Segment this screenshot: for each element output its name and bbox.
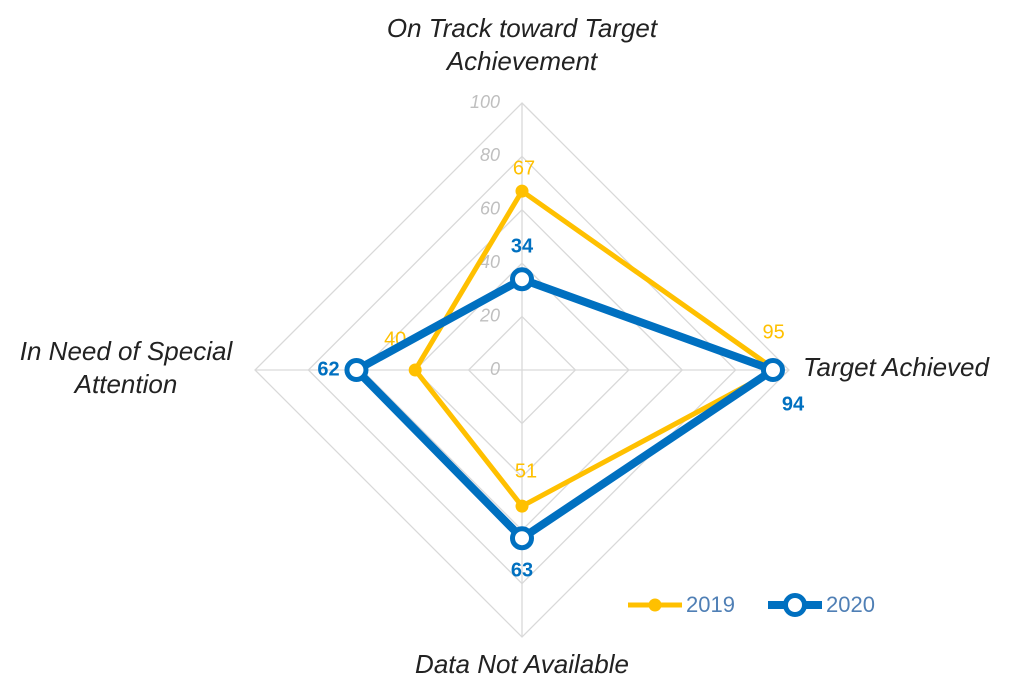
- marker: [510, 526, 534, 551]
- legend-marker: [783, 593, 807, 617]
- category-label: On Track toward Target Achievement: [386, 13, 658, 76]
- category-label: In Need of Special Attention: [19, 336, 233, 399]
- marker: [515, 499, 529, 513]
- marker: [510, 267, 534, 292]
- legend-label: 2019: [686, 592, 735, 617]
- tick-label: 20: [479, 305, 500, 325]
- tick-label: 80: [480, 145, 500, 165]
- legend-item: 2019: [628, 592, 735, 617]
- marker: [515, 184, 529, 198]
- tick-label: 100: [470, 92, 500, 112]
- legend-item: 2020: [768, 592, 875, 617]
- legend-label: 2020: [826, 592, 875, 617]
- data-label: 94: [782, 393, 805, 415]
- data-label: 34: [511, 236, 534, 258]
- marker: [760, 358, 785, 382]
- tick-label: 60: [480, 199, 500, 219]
- marker: [408, 363, 422, 377]
- data-label: 62: [317, 358, 339, 380]
- data-label: 95: [763, 321, 785, 343]
- tick-label: 0: [490, 359, 500, 379]
- category-label: Data Not Available: [415, 649, 629, 679]
- data-label: 67: [513, 157, 535, 179]
- data-label: 63: [511, 559, 533, 581]
- series-line: [352, 275, 777, 543]
- legend-marker: [648, 598, 662, 612]
- category-label: Target Achieved: [803, 352, 989, 382]
- data-label: 51: [515, 460, 537, 482]
- marker: [344, 358, 369, 382]
